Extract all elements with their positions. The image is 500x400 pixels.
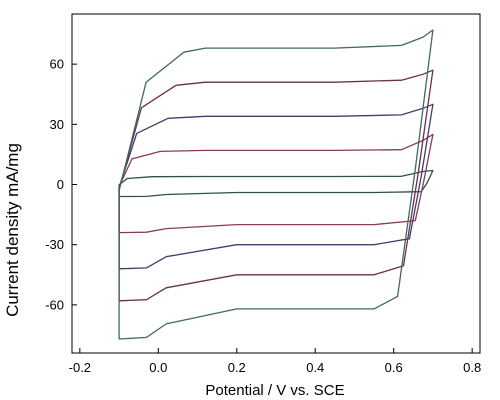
y-tick-label: -60: [45, 297, 64, 312]
cv-loop-series-4: [118, 69, 434, 302]
x-axis-title: Potential / V vs. SCE: [205, 382, 344, 399]
cv-loop-series-1: [118, 169, 434, 198]
x-tick-label: 0.6: [385, 360, 403, 375]
cv-loop-series-5: [118, 29, 434, 340]
y-axis-title: Current density mA/mg: [3, 143, 22, 317]
cv-loop-series-2: [118, 133, 434, 234]
y-tick-label: 60: [50, 57, 64, 72]
cv-loop-series-3: [118, 103, 434, 270]
y-tick-label: 30: [50, 117, 64, 132]
y-tick-label: -30: [45, 237, 64, 252]
y-tick-label: 0: [57, 177, 64, 192]
cv-loops-layer: [118, 29, 434, 340]
x-tick-label: 0.8: [463, 360, 481, 375]
x-tick-label: -0.2: [69, 360, 91, 375]
x-tick-label: 0.2: [228, 360, 246, 375]
ticks-layer: -0.2 0.0 0.2 0.4 0.6 0.8 -60 -30 0 30 60: [45, 57, 481, 375]
x-tick-label: 0.0: [149, 360, 167, 375]
plot-frame: [71, 13, 481, 354]
x-tick-label: 0.4: [306, 360, 324, 375]
